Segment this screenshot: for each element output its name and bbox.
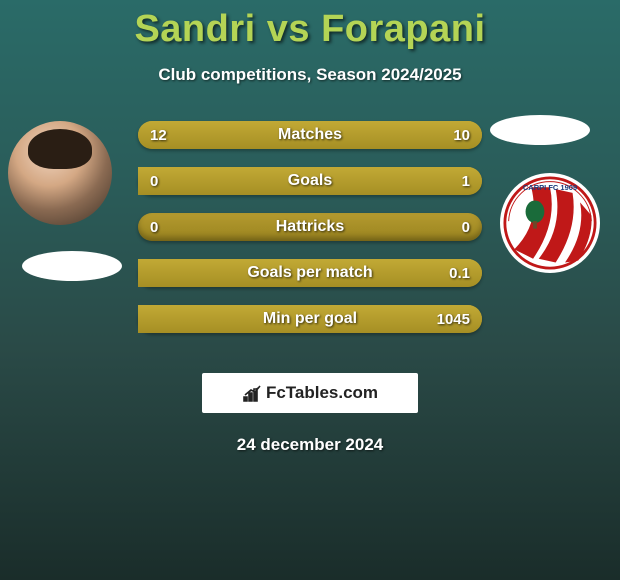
page-title: Sandri vs Forapani (0, 0, 620, 51)
club-banner-text: CARPI FC 1909 (523, 183, 577, 192)
stat-row: 0Goals1 (138, 167, 482, 195)
date-text: 24 december 2024 (0, 435, 620, 455)
chart-icon (242, 383, 262, 403)
stat-label: Min per goal (138, 310, 482, 328)
player-left-team-badge (22, 251, 122, 281)
stat-label: Goals (138, 172, 482, 190)
stat-bars: 12Matches10 0Goals1 0Hattricks0 Goals per m… (138, 121, 482, 351)
club-crest-icon: CARPI FC 1909 (503, 176, 597, 270)
subtitle: Club competitions, Season 2024/2025 (0, 65, 620, 85)
stat-label: Goals per match (138, 264, 482, 282)
player-right-club-crest: CARPI FC 1909 (500, 173, 600, 273)
stat-row: 0Hattricks0 (138, 213, 482, 241)
comparison-card: Sandri vs Forapani Club competitions, Se… (0, 0, 620, 580)
player-left-avatar (8, 121, 112, 225)
player-right-team-badge (490, 115, 590, 145)
compare-area: CARPI FC 1909 12Matches10 0Goals1 0Hattric… (0, 121, 620, 361)
stat-row: Min per goal1045 (138, 305, 482, 333)
stat-label: Matches (138, 126, 482, 144)
stat-row: 12Matches10 (138, 121, 482, 149)
stat-label: Hattricks (138, 218, 482, 236)
brand-box[interactable]: FcTables.com (202, 373, 418, 413)
stat-row: Goals per match0.1 (138, 259, 482, 287)
brand-text: FcTables.com (266, 383, 378, 403)
